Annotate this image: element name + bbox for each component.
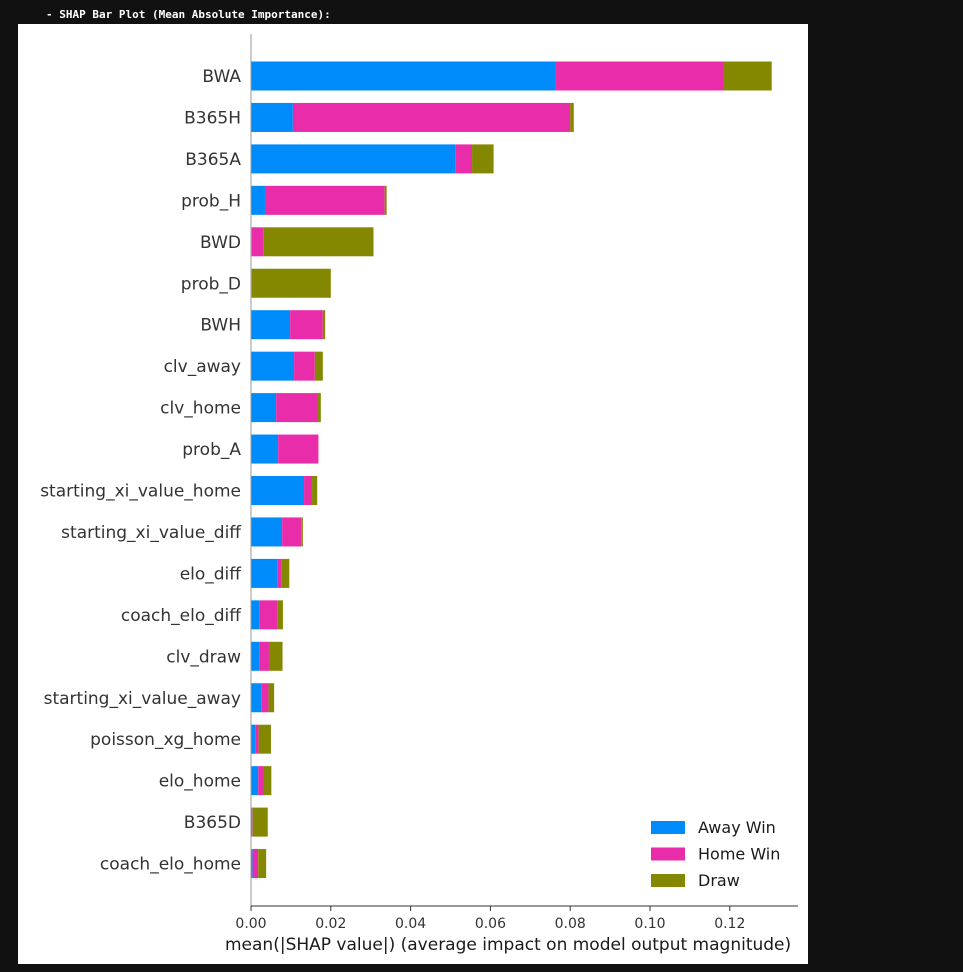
bar-home-win-coach_elo_diff — [259, 600, 278, 630]
y-tick-label: prob_H — [181, 191, 241, 211]
bar-away-win-b365d — [251, 807, 253, 837]
bar-home-win-elo_diff — [277, 558, 282, 588]
bar-draw-coach_elo_home — [258, 849, 267, 879]
bar-draw-elo_diff — [281, 558, 290, 588]
bar-away-win-bwh — [251, 310, 291, 340]
bar-draw-b365a — [472, 144, 494, 174]
y-tick-label: B365A — [185, 150, 241, 170]
legend-swatch — [651, 821, 685, 834]
bar-home-win-starting_xi_value_diff — [282, 517, 302, 547]
y-tick-label: elo_home — [159, 772, 241, 792]
bar-away-win-poisson_xg_home — [251, 724, 256, 754]
bar-draw-prob_h — [384, 185, 387, 215]
y-tick-label: starting_xi_value_home — [40, 482, 241, 502]
y-tick-label: B365D — [184, 813, 241, 833]
bar-home-win-bwa — [555, 61, 724, 91]
y-tick-label: starting_xi_value_away — [44, 689, 241, 709]
output-header: - SHAP Bar Plot (Mean Absolute Importanc… — [46, 8, 331, 21]
bar-home-win-starting_xi_value_away — [261, 683, 269, 713]
bar-home-win-b365a — [455, 144, 473, 174]
bar-home-win-starting_xi_value_home — [304, 476, 313, 505]
bar-draw-clv_home — [318, 393, 321, 423]
bar-away-win-starting_xi_value_diff — [251, 517, 283, 547]
bar-away-win-clv_home — [251, 393, 277, 423]
legend: Away Win Home Win Draw — [651, 818, 780, 890]
bar-home-win-b365h — [292, 102, 571, 132]
bar-away-win-b365h — [251, 102, 293, 132]
y-tick-label: clv_home — [160, 399, 241, 419]
bar-draw-poisson_xg_home — [258, 724, 271, 754]
x-tick-label: 0.04 — [395, 916, 426, 932]
y-tick-label: coach_elo_diff — [121, 606, 242, 626]
y-tick-label: prob_D — [181, 274, 241, 294]
y-tick-label: poisson_xg_home — [90, 730, 241, 750]
x-tick-label: 0.00 — [235, 916, 266, 932]
bar-draw-bwd — [263, 227, 374, 257]
bar-home-win-clv_home — [276, 393, 319, 423]
chart-svg: BWA B365H B365A prob_H BWD prob_D BWH clv_awayc… — [40, 34, 798, 955]
bar-draw-b365h — [570, 102, 574, 132]
legend-swatch — [651, 847, 685, 861]
y-tick-label: BWH — [200, 316, 241, 336]
bar-away-win-elo_home — [251, 766, 259, 796]
bar-draw-prob_d — [251, 268, 331, 298]
y-tick-labels: BWA B365H B365A prob_H BWD prob_D BWH clv_awayc… — [40, 67, 242, 875]
bar-draw-elo_home — [262, 766, 272, 796]
y-tick-label: coach_elo_home — [100, 855, 241, 875]
y-tick-label: elo_diff — [180, 564, 243, 584]
bar-draw-b365d — [252, 807, 268, 837]
x-tick-label: 0.10 — [634, 916, 665, 932]
bar-away-win-b365a — [251, 144, 456, 174]
bar-home-win-prob_h — [264, 185, 385, 215]
bar-home-win-clv_away — [294, 351, 315, 381]
x-ticks: 0.00 0.02 0.04 0.06 0.08 0.10 0.12 — [235, 906, 745, 932]
legend-swatch — [651, 874, 685, 887]
x-tick-label: 0.06 — [475, 916, 506, 932]
bar-away-win-coach_elo_home — [251, 849, 253, 879]
y-tick-label: clv_draw — [166, 647, 241, 667]
bar-away-win-starting_xi_value_away — [251, 683, 262, 713]
bar-away-win-clv_draw — [251, 641, 260, 671]
bars-group — [251, 61, 772, 879]
bar-home-win-bwh — [290, 310, 323, 340]
bar-away-win-prob_a — [251, 434, 279, 464]
bar-draw-coach_elo_diff — [277, 600, 283, 630]
bar-home-win-prob_a — [278, 434, 319, 464]
bar-draw-starting_xi_value_away — [268, 683, 275, 713]
y-tick-label: prob_A — [182, 440, 241, 460]
y-tick-label: B365H — [184, 108, 241, 128]
x-tick-label: 0.08 — [555, 916, 586, 932]
legend-label: Away Win — [698, 818, 776, 837]
bar-draw-clv_draw — [268, 641, 283, 671]
bar-home-win-bwd — [251, 227, 264, 257]
y-tick-label: clv_away — [164, 357, 241, 377]
bar-draw-bwa — [723, 61, 772, 91]
legend-label: Draw — [698, 871, 740, 890]
x-tick-label: 0.02 — [315, 916, 346, 932]
bar-home-win-coach_elo_home — [252, 849, 259, 879]
bar-home-win-clv_draw — [259, 641, 269, 671]
bar-home-win-poisson_xg_home — [255, 724, 259, 754]
bar-draw-clv_away — [314, 351, 323, 381]
bar-away-win-bwa — [251, 61, 556, 91]
bar-away-win-elo_diff — [251, 558, 278, 588]
x-axis-label: mean(|SHAP value|) (average impact on mo… — [225, 935, 791, 955]
bar-away-win-starting_xi_value_home — [251, 476, 305, 505]
bar-home-win-elo_home — [258, 766, 263, 796]
bar-away-win-coach_elo_diff — [251, 600, 260, 630]
x-tick-label: 0.12 — [714, 916, 745, 932]
y-tick-label: BWA — [202, 67, 241, 87]
legend-label: Home Win — [698, 845, 780, 864]
bar-draw-bwh — [322, 310, 326, 340]
bar-draw-starting_xi_value_home — [312, 476, 318, 505]
bar-away-win-clv_away — [251, 351, 295, 381]
bar-away-win-prob_h — [251, 185, 265, 215]
y-tick-label: BWD — [200, 233, 241, 253]
bar-draw-starting_xi_value_diff — [301, 517, 303, 547]
y-tick-label: starting_xi_value_diff — [61, 523, 242, 543]
